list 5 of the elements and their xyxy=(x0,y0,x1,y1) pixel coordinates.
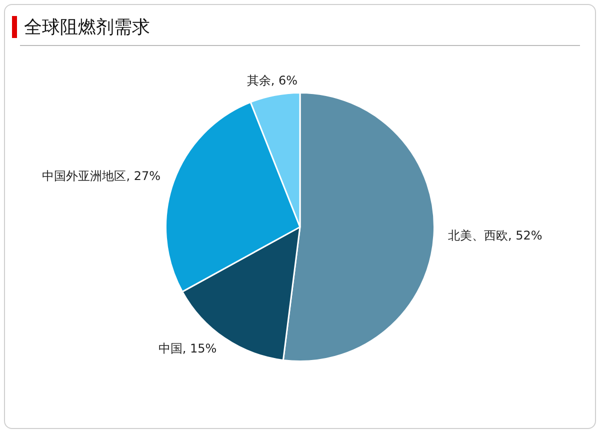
chart-title: 全球阻燃剂需求 xyxy=(24,16,150,39)
slice-label: 其余, 6% xyxy=(246,74,298,88)
slice-label: 中国, 15% xyxy=(158,342,217,356)
slice-label: 北美、西欧, 52% xyxy=(448,228,542,242)
slice-label: 中国外亚洲地区, 27% xyxy=(42,168,161,183)
